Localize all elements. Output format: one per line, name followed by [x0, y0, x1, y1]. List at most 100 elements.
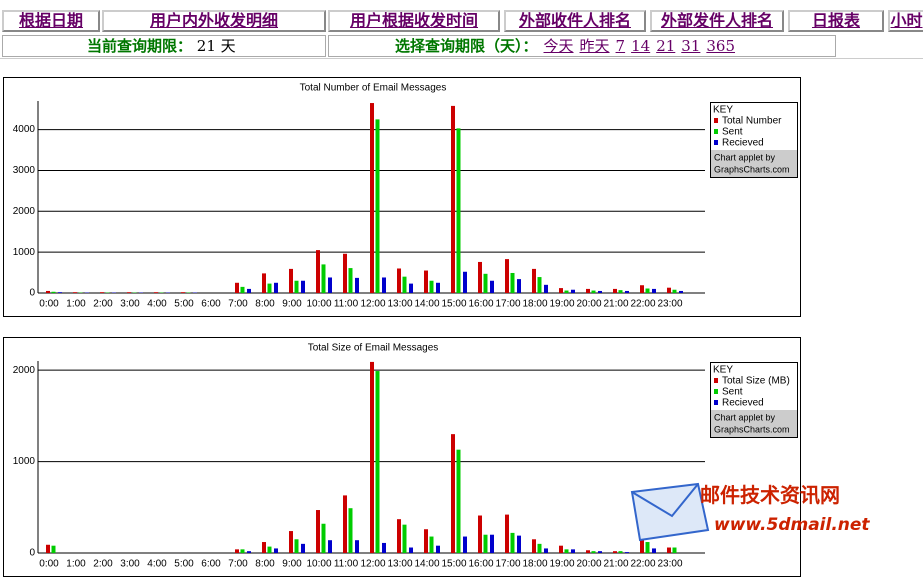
nav-link[interactable]: 外部收件人排名 [504, 10, 646, 32]
bar [544, 548, 548, 553]
nav-link[interactable]: 用户根据收发时间 [328, 10, 500, 32]
legend-credit: GraphsCharts.com [714, 424, 790, 434]
y-tick-label: 4000 [13, 124, 36, 135]
x-tick-label: 17:00 [495, 559, 520, 570]
bar [355, 540, 359, 553]
x-tick-label: 21:00 [603, 299, 628, 310]
bar [316, 250, 320, 293]
bar [645, 542, 650, 553]
bar [532, 539, 536, 553]
x-tick-label: 4:00 [147, 559, 167, 570]
bar [375, 371, 380, 553]
bar [343, 495, 347, 553]
bar [478, 261, 482, 293]
bar [436, 282, 440, 293]
bar [429, 280, 434, 293]
x-tick-label: 7:00 [228, 559, 248, 570]
bar [321, 523, 326, 553]
bar [343, 253, 347, 293]
legend-swatch [714, 389, 718, 394]
bar [672, 547, 677, 553]
x-tick-label: 12:00 [360, 559, 385, 570]
bar [456, 128, 461, 293]
bar [58, 292, 62, 293]
period-option[interactable]: 365 [706, 37, 736, 55]
bar [348, 508, 353, 553]
legend-label: Recieved [722, 138, 764, 149]
bar [301, 280, 305, 293]
bar [429, 536, 434, 553]
x-tick-label: 15:00 [441, 559, 466, 570]
x-tick-label: 18:00 [522, 299, 547, 310]
bar [46, 544, 50, 553]
period-unit: 天 [220, 37, 236, 55]
legend-credit-bg [711, 150, 797, 177]
bar [316, 510, 320, 553]
bar [478, 515, 482, 553]
bar [321, 264, 326, 293]
bar [247, 288, 251, 293]
bar [424, 529, 428, 553]
bar [262, 273, 266, 293]
x-tick-label: 13:00 [387, 299, 412, 310]
x-tick-label: 2:00 [93, 559, 113, 570]
nav-link[interactable]: 用户内外收发明细 [102, 10, 326, 32]
bar [672, 289, 677, 293]
bar [537, 277, 542, 293]
legend-label: Total Size (MB) [722, 376, 790, 387]
period-box: 当前查询期限： 21 天 [2, 35, 326, 57]
period-option[interactable]: 21 [656, 37, 676, 55]
bar [510, 532, 515, 553]
bar [397, 519, 401, 553]
x-tick-label: 5:00 [174, 559, 194, 570]
bar [456, 449, 461, 553]
bar [181, 292, 185, 293]
bar [424, 270, 428, 293]
legend-title: KEY [713, 365, 733, 376]
bar [517, 535, 521, 553]
legend-swatch [714, 400, 718, 405]
period-option[interactable]: 14 [631, 37, 651, 55]
x-tick-label: 15:00 [441, 299, 466, 310]
period-days: 21 [196, 37, 216, 55]
y-tick-label: 1000 [13, 456, 36, 467]
bar [586, 288, 590, 293]
period-option[interactable]: 31 [681, 37, 701, 55]
period-option[interactable]: 7 [615, 37, 626, 55]
nav-link[interactable]: 根据日期 [2, 10, 100, 32]
period-option[interactable]: 昨天 [579, 37, 610, 55]
nav-link[interactable]: 日报表 [788, 10, 884, 32]
bar [409, 547, 413, 553]
bar [510, 272, 515, 293]
bar [247, 551, 251, 553]
legend-swatch [714, 140, 718, 145]
bar [505, 259, 509, 293]
x-tick-label: 16:00 [468, 299, 493, 310]
bar [586, 550, 590, 553]
bar [301, 543, 305, 553]
bar [240, 286, 245, 293]
x-tick-label: 20:00 [576, 559, 601, 570]
x-tick-label: 21:00 [603, 559, 628, 570]
nav-link[interactable]: 外部发件人排名 [650, 10, 784, 32]
x-tick-label: 8:00 [255, 299, 275, 310]
bar [517, 279, 521, 293]
bar [370, 103, 374, 293]
x-tick-label: 5:00 [174, 299, 194, 310]
nav-link[interactable]: 小时 [888, 10, 923, 32]
x-tick-label: 14:00 [414, 299, 439, 310]
x-tick-label: 10:00 [306, 559, 331, 570]
bar [505, 514, 509, 553]
bar [559, 545, 563, 553]
bar [382, 277, 386, 293]
x-tick-label: 1:00 [66, 299, 86, 310]
bar [490, 534, 494, 553]
bar [564, 549, 569, 553]
bar [463, 536, 467, 553]
x-tick-label: 0:00 [39, 559, 59, 570]
bar [355, 277, 359, 293]
x-tick-label: 19:00 [549, 299, 574, 310]
period-option[interactable]: 今天 [543, 37, 574, 55]
bar [154, 292, 158, 293]
x-tick-label: 0:00 [39, 299, 59, 310]
